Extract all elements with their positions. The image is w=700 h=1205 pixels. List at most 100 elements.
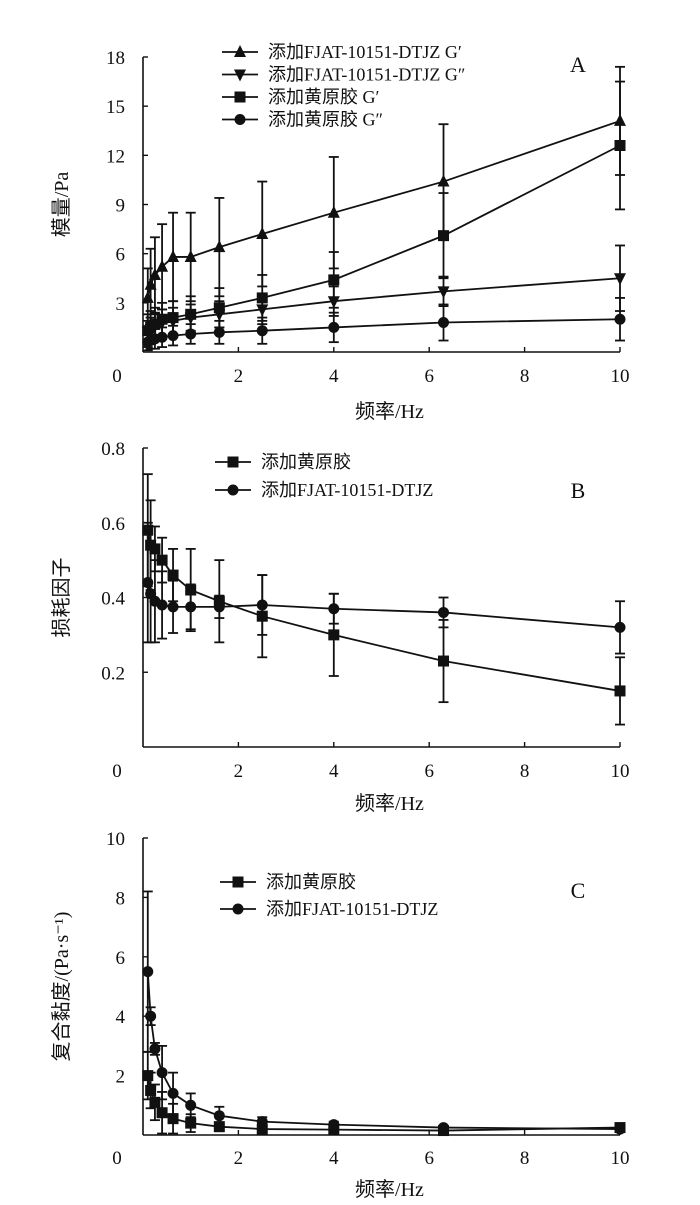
circle-marker xyxy=(185,1099,197,1111)
legend-entry: 添加黄原胶 xyxy=(215,452,351,472)
x-axis-label: 频率/Hz xyxy=(355,400,424,423)
panel-label: B xyxy=(571,478,586,503)
x-tick-label: 8 xyxy=(520,1148,530,1169)
chart-panel-B: 0 2 4 6 8 10 0.2 0.4 0.6 0.8 频率/Hz 损耗因子 B 添加黄原胶添加FJAT… xyxy=(50,439,630,815)
circle-marker xyxy=(256,599,268,611)
y-tick-label: 8 xyxy=(116,888,126,909)
circle-marker xyxy=(149,1043,161,1055)
triangle-marker xyxy=(234,45,246,57)
circle-marker xyxy=(256,325,268,337)
square-marker xyxy=(185,1117,197,1129)
x-tick-label: 2 xyxy=(234,761,244,782)
circle-marker xyxy=(256,1116,268,1128)
circle-marker xyxy=(328,603,340,615)
x-tick-label: 6 xyxy=(424,1148,434,1169)
y-tick-label: 2 xyxy=(116,1067,126,1088)
circle-marker xyxy=(438,1122,450,1134)
circle-marker xyxy=(156,1067,168,1079)
series-2 xyxy=(142,80,626,348)
circle-marker xyxy=(142,577,154,589)
x-tick-label: 4 xyxy=(329,761,339,782)
y-tick-label: 0.2 xyxy=(101,663,125,684)
square-marker xyxy=(256,1123,268,1135)
y-tick-label: 3 xyxy=(116,294,126,315)
x-tick-label: 2 xyxy=(234,366,244,387)
legend-entry: 添加FJAT-10151-DTJZ G′ xyxy=(222,42,462,62)
triangle-marker xyxy=(184,249,197,262)
circle-marker xyxy=(167,1087,179,1099)
triangle-marker xyxy=(167,249,180,262)
square-marker xyxy=(167,312,179,324)
x-tick-label: 4 xyxy=(329,366,339,387)
series-3 xyxy=(142,297,626,352)
x-axis-label: 频率/Hz xyxy=(355,792,424,815)
x-tick-label: 6 xyxy=(424,761,434,782)
x-tick-label: 2 xyxy=(234,1148,244,1169)
square-marker xyxy=(156,313,168,325)
square-marker xyxy=(614,685,626,697)
y-tick-label: 10 xyxy=(106,829,125,850)
square-marker xyxy=(145,1084,157,1096)
y-tick-label: 0.8 xyxy=(101,439,125,460)
legend-entry: 添加黄原胶 xyxy=(220,872,356,892)
circle-marker xyxy=(438,606,450,618)
square-marker xyxy=(213,1121,225,1133)
chart-panel-C: 0 2 4 6 8 10 2 4 6 8 10 频率/Hz 复合黏度/(Pa·s⁻¹) C 添加黄原胶添加F… xyxy=(50,829,630,1201)
circle-marker xyxy=(213,601,225,613)
square-marker xyxy=(227,456,239,468)
square-marker xyxy=(256,292,268,304)
chart-panel-A: 0 2 4 6 8 10 3 6 9 12 15 18 频率/Hz 模量/Pa A 添加FJAT-10151-… xyxy=(50,42,630,423)
circle-marker xyxy=(328,1119,340,1131)
series-0 xyxy=(142,1050,626,1137)
square-marker xyxy=(156,554,168,566)
circle-marker xyxy=(142,966,154,978)
circle-marker xyxy=(167,601,179,613)
legend-label: 添加FJAT-10151-DTJZ G″ xyxy=(268,65,465,85)
y-tick-label: 0.6 xyxy=(101,514,125,535)
square-marker xyxy=(142,1070,154,1082)
circle-marker xyxy=(145,1010,157,1022)
circle-marker xyxy=(614,313,626,325)
series-1 xyxy=(142,890,626,1135)
triangle-down-marker xyxy=(614,273,626,286)
y-tick-label: 18 xyxy=(106,48,125,69)
legend-label: 添加FJAT-10151-DTJZ xyxy=(266,899,438,919)
square-marker xyxy=(213,302,225,314)
legend-entry: 添加黄原胶 G″ xyxy=(222,110,383,130)
triangle-marker xyxy=(156,259,169,272)
circle-marker xyxy=(438,317,450,328)
legend-entry: 添加黄原胶 G′ xyxy=(222,87,379,107)
triangle-down-marker xyxy=(234,69,246,82)
square-marker xyxy=(167,569,179,581)
legend-entry: 添加FJAT-10151-DTJZ xyxy=(220,899,438,919)
square-marker xyxy=(328,274,340,286)
square-marker xyxy=(438,655,450,667)
circle-marker xyxy=(185,328,197,340)
square-marker xyxy=(614,140,626,151)
circle-marker xyxy=(614,621,626,633)
y-tick-label: 12 xyxy=(106,146,125,167)
series-line xyxy=(146,971,621,1130)
circle-marker xyxy=(234,114,246,125)
x-tick-label: 10 xyxy=(611,1148,630,1169)
legend-label: 添加FJAT-10151-DTJZ G′ xyxy=(268,42,462,62)
triangle-marker xyxy=(144,277,157,290)
triangle-down-marker xyxy=(437,286,450,299)
legend-label: 添加黄原胶 G′ xyxy=(268,87,379,107)
y-axis-label: 复合黏度/(Pa·s⁻¹) xyxy=(50,912,73,1062)
square-marker xyxy=(328,629,340,641)
y-tick-label: 9 xyxy=(116,196,126,217)
legend-entry: 添加FJAT-10151-DTJZ G″ xyxy=(222,65,465,85)
x-tick-label: 8 xyxy=(520,761,530,782)
y-tick-label: 0.4 xyxy=(101,589,125,610)
legend-label: 添加黄原胶 xyxy=(266,872,356,892)
series-0 xyxy=(142,473,626,726)
square-marker xyxy=(149,543,161,555)
series-1 xyxy=(142,521,626,655)
circle-marker xyxy=(227,484,239,496)
x-tick-label: 0 xyxy=(112,761,122,782)
y-tick-label: 6 xyxy=(116,245,126,266)
y-axis-label: 模量/Pa xyxy=(50,172,73,238)
x-tick-label: 10 xyxy=(611,366,630,387)
